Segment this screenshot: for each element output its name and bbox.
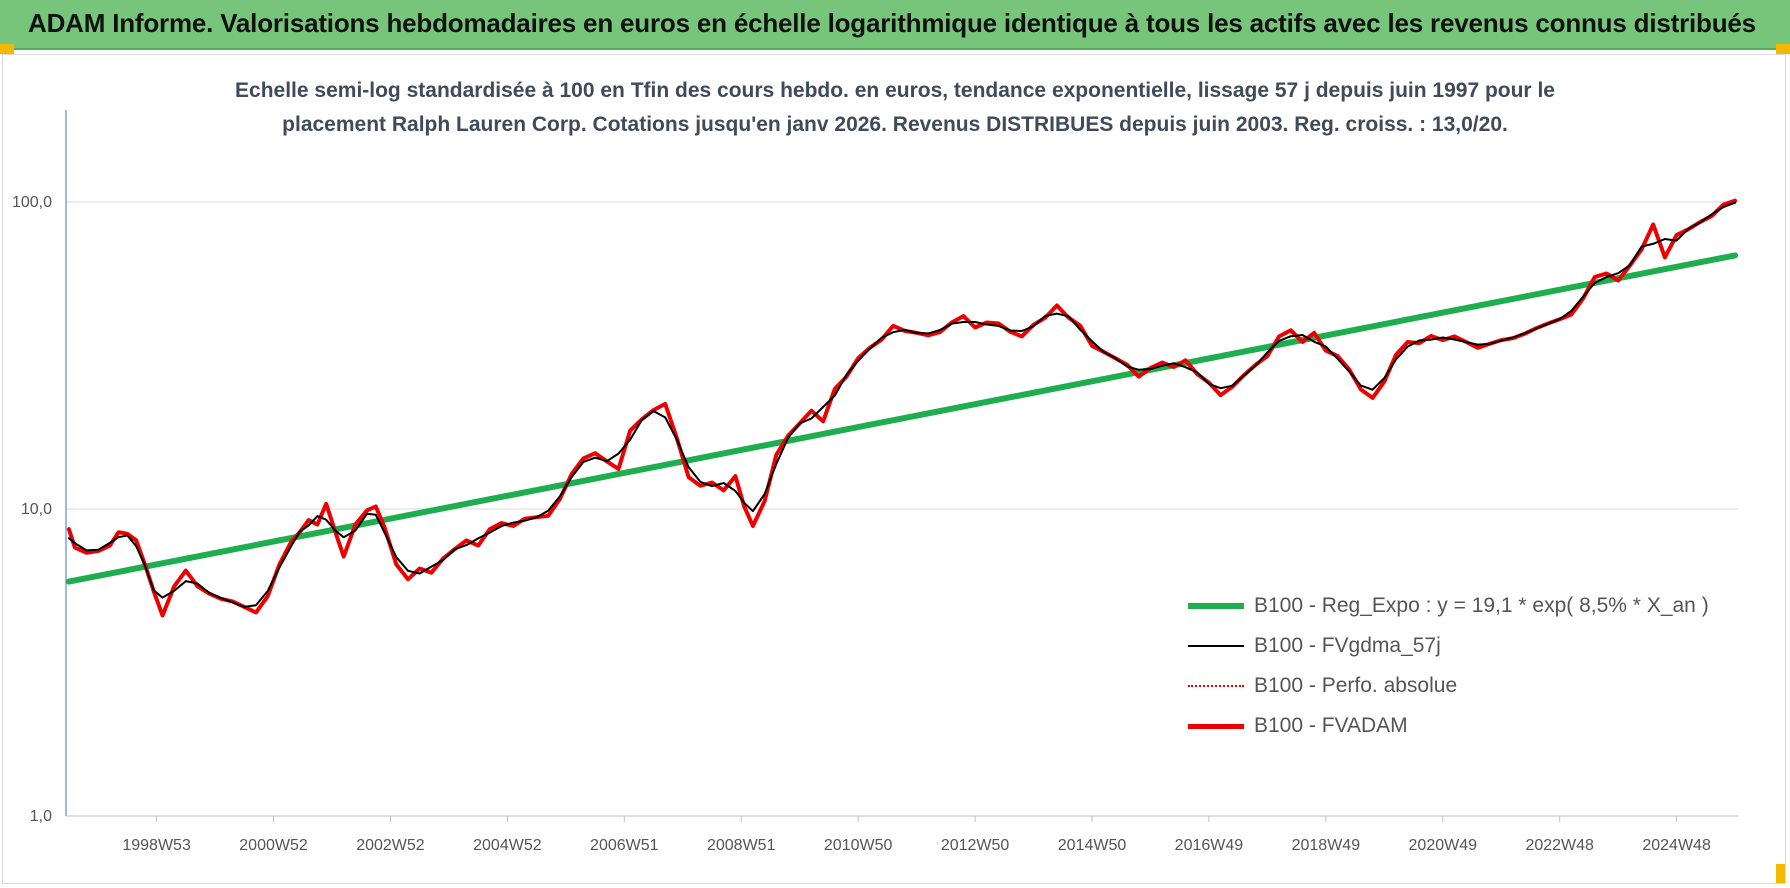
y-tick-label: 10,0 bbox=[21, 501, 52, 518]
x-tick-label: 2014W50 bbox=[1058, 837, 1127, 854]
legend-swatch bbox=[1188, 645, 1244, 647]
chart-frame bbox=[2, 54, 1786, 884]
chart-subtitle-line-2: placement Ralph Lauren Corp. Cotations j… bbox=[282, 113, 1508, 136]
legend-swatch bbox=[1188, 603, 1244, 609]
legend-item: B100 - FVADAM bbox=[1188, 706, 1709, 746]
y-tick-label: 100,0 bbox=[12, 194, 52, 211]
x-tick-label: 2008W51 bbox=[707, 837, 776, 854]
legend-label: B100 - FVgdma_57j bbox=[1254, 634, 1441, 657]
legend-label: B100 - Perfo. absolue bbox=[1254, 674, 1458, 697]
legend-swatch bbox=[1188, 685, 1244, 687]
chart-subtitle-line-1: Echelle semi-log standardisée à 100 en T… bbox=[235, 79, 1555, 102]
x-tick-label: 2018W49 bbox=[1292, 837, 1361, 854]
corner-marker-left bbox=[0, 44, 14, 54]
chart-legend: B100 - Reg_Expo : y = 19,1 * exp( 8,5% *… bbox=[1188, 586, 1709, 746]
series-layer bbox=[65, 198, 1739, 618]
corner-marker-right bbox=[1776, 44, 1790, 54]
chart-subtitle: Echelle semi-log standardisée à 100 en T… bbox=[210, 74, 1580, 142]
y-tick-label: 1,0 bbox=[30, 808, 52, 825]
x-tick-label: 2002W52 bbox=[356, 837, 425, 854]
series-line-fvadam bbox=[66, 198, 1738, 618]
x-tick-label: 2012W50 bbox=[941, 837, 1010, 854]
x-tick-label: 2022W48 bbox=[1525, 837, 1594, 854]
axis-layer: 1,0 10,0 100,0 1998W53 2000W52 2002W52 2004W52… bbox=[12, 110, 1738, 854]
x-tick-label: 2024W48 bbox=[1642, 837, 1711, 854]
x-tick-label: 2006W51 bbox=[590, 837, 659, 854]
x-tick-label: 2004W52 bbox=[473, 837, 542, 854]
x-tick-label: 1998W53 bbox=[122, 837, 191, 854]
legend-label: B100 - Reg_Expo : y = 19,1 * exp( 8,5% *… bbox=[1254, 594, 1709, 617]
legend-item: B100 - Perfo. absolue bbox=[1188, 666, 1709, 706]
header-banner: ADAM Informe. Valorisations hebdomadaire… bbox=[0, 0, 1790, 50]
legend-item: B100 - Reg_Expo : y = 19,1 * exp( 8,5% *… bbox=[1188, 586, 1709, 626]
corner-marker-bottom-right bbox=[1776, 864, 1786, 884]
series-line-regression bbox=[65, 252, 1739, 585]
series-line-smoothed bbox=[67, 201, 1737, 608]
x-tick-label: 2016W49 bbox=[1175, 837, 1244, 854]
x-tick-label: 2020W49 bbox=[1409, 837, 1478, 854]
legend-item: B100 - FVgdma_57j bbox=[1188, 626, 1709, 666]
x-tick-label: 2000W52 bbox=[239, 837, 308, 854]
legend-swatch bbox=[1188, 723, 1244, 729]
report-title: ADAM Informe. Valorisations hebdomadaire… bbox=[28, 8, 1756, 38]
x-tick-label: 2010W50 bbox=[824, 837, 893, 854]
legend-label: B100 - FVADAM bbox=[1254, 714, 1408, 737]
